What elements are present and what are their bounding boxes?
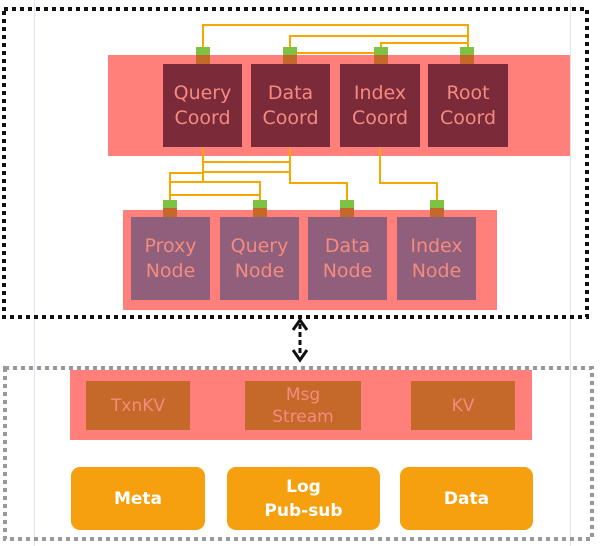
index-node-box: Index Node <box>397 217 476 300</box>
data-coord-box: Data Coord <box>251 64 330 147</box>
root-coord-box: Root Coord <box>428 64 508 147</box>
storage-layer-frame <box>3 366 594 541</box>
log-pubsub-box: Log Pub-sub <box>227 467 380 530</box>
query-node-box: Query Node <box>220 217 299 300</box>
guide-line <box>570 0 571 546</box>
proxy-node-box: Proxy Node <box>131 217 210 300</box>
msg-stream-box: Msg Stream <box>245 381 361 430</box>
data-storage-box: Data <box>400 467 533 530</box>
ports <box>163 47 474 217</box>
guide-line <box>34 0 35 546</box>
index-coord-box: Index Coord <box>340 64 420 147</box>
data-node-box: Data Node <box>308 217 387 300</box>
bidirectional-arrow <box>291 317 309 363</box>
compute-layer-frame <box>2 7 589 319</box>
kv-box: KV <box>411 381 515 430</box>
txnkv-box: TxnKV <box>86 381 190 430</box>
meta-box: Meta <box>71 467 205 530</box>
query-coord-box: Query Coord <box>163 64 242 147</box>
